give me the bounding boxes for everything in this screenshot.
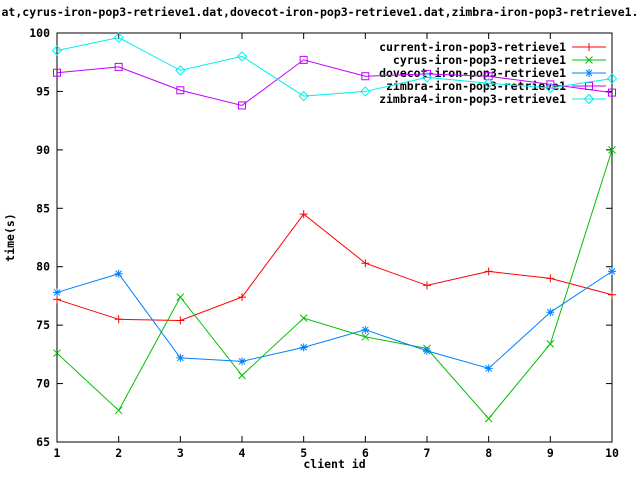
diamond-marker-icon	[175, 65, 186, 76]
plus-marker-icon	[238, 293, 246, 302]
cross-marker-icon	[608, 146, 616, 154]
series-line	[56, 59, 613, 106]
series-line	[56, 37, 613, 97]
x-tick-label: 3	[177, 446, 184, 460]
cross-marker-icon	[176, 293, 185, 301]
cross-marker-icon	[546, 339, 555, 348]
square-marker-icon	[608, 88, 616, 97]
asterisk-marker-icon	[299, 343, 308, 352]
cross-marker-icon	[299, 314, 308, 322]
diamond-marker-icon	[51, 45, 63, 56]
plus-marker-icon	[299, 210, 308, 219]
cross-marker-icon	[361, 332, 370, 341]
diamond-marker-icon	[483, 78, 494, 89]
asterisk-marker-icon	[238, 357, 246, 366]
cross-marker-icon	[114, 406, 123, 415]
series-line	[56, 270, 613, 369]
series-line	[56, 213, 613, 321]
asterisk-marker-icon	[423, 346, 431, 355]
asterisk-marker-icon	[546, 308, 555, 317]
asterisk-marker-icon	[361, 325, 370, 334]
square-marker-icon	[238, 101, 246, 110]
series-current-iron-pop3-retrieve1	[53, 210, 616, 325]
legend-label: current-iron-pop3-retrieve1	[379, 40, 566, 54]
y-tick-label: 90	[36, 143, 50, 157]
square-marker-icon	[299, 55, 308, 64]
series-cyrus-iron-pop3-retrieve1	[53, 146, 616, 423]
diamond-marker-icon	[421, 72, 433, 83]
square-marker-icon	[176, 86, 185, 95]
plus-marker-icon	[608, 290, 616, 299]
legend-entry-cyrus-iron-pop3-retrieve1: cyrus-iron-pop3-retrieve1	[393, 53, 606, 67]
cross-marker-icon	[53, 349, 61, 358]
square-marker-icon	[114, 62, 123, 71]
plus-marker-icon	[585, 43, 593, 51]
diamond-marker-icon	[360, 86, 371, 97]
plus-marker-icon	[176, 316, 185, 325]
y-tick-label: 70	[36, 377, 50, 391]
y-tick-label: 65	[36, 435, 50, 449]
plus-marker-icon	[361, 259, 370, 268]
x-axis-label: client id	[303, 457, 365, 471]
diamond-marker-icon	[545, 82, 556, 94]
legend: current-iron-pop3-retrieve1cyrus-iron-po…	[379, 40, 606, 106]
asterisk-marker-icon	[114, 269, 123, 278]
plus-marker-icon	[114, 315, 123, 324]
legend-entry-zimbra-iron-pop3-retrieve1: zimbra-iron-pop3-retrieve1	[386, 79, 606, 93]
legend-entry-dovecot-iron-pop3-retrieve1: dovecot-iron-pop3-retrieve1	[379, 66, 606, 80]
asterisk-marker-icon	[53, 288, 61, 297]
x-tick-label: 7	[424, 446, 431, 460]
x-tick-label: 10	[605, 446, 619, 460]
square-marker-icon	[484, 72, 493, 81]
legend-label: zimbra4-iron-pop3-retrieve1	[379, 92, 566, 106]
cross-marker-icon	[484, 414, 493, 423]
asterisk-marker-icon	[176, 353, 185, 362]
y-tick-label: 95	[36, 84, 50, 98]
chart-title: at,cyrus-iron-pop3-retrieve1.dat,dovecot…	[2, 5, 639, 19]
x-tick-label: 8	[485, 446, 492, 460]
plus-marker-icon	[53, 295, 61, 304]
asterisk-marker-icon	[585, 69, 593, 77]
cross-marker-icon	[585, 56, 593, 64]
diamond-marker-icon	[583, 93, 595, 105]
diamond-marker-icon	[113, 32, 124, 43]
diamond-marker-icon	[298, 90, 309, 102]
y-tick-label: 80	[36, 260, 50, 274]
diamond-marker-icon	[606, 73, 618, 84]
legend-entry-zimbra4-iron-pop3-retrieve1: zimbra4-iron-pop3-retrieve1	[379, 92, 606, 106]
legend-entry-current-iron-pop3-retrieve1: current-iron-pop3-retrieve1	[379, 40, 606, 54]
x-tick-label: 4	[239, 446, 246, 460]
legend-label: cyrus-iron-pop3-retrieve1	[393, 53, 566, 67]
x-tick-label: 5	[300, 446, 307, 460]
cross-marker-icon	[238, 371, 246, 380]
plus-marker-icon	[546, 274, 555, 283]
x-tick-label: 6	[362, 446, 369, 460]
y-axis-label: time(s)	[3, 213, 17, 261]
asterisk-marker-icon	[608, 267, 616, 276]
x-tick-label: 9	[547, 446, 554, 460]
y-tick-label: 100	[29, 26, 50, 40]
plus-marker-icon	[484, 267, 493, 276]
series-dovecot-iron-pop3-retrieve1	[53, 267, 616, 373]
series-zimbra4-iron-pop3-retrieve1	[51, 32, 618, 102]
square-marker-icon	[361, 72, 370, 81]
legend-label: zimbra-iron-pop3-retrieve1	[386, 79, 566, 93]
x-tick-label: 1	[54, 446, 61, 460]
x-tick-label: 2	[115, 446, 122, 460]
y-tick-label: 75	[36, 318, 50, 332]
diamond-marker-icon	[236, 51, 248, 62]
asterisk-marker-icon	[484, 364, 493, 373]
legend-label: dovecot-iron-pop3-retrieve1	[379, 66, 566, 80]
series-line	[56, 149, 613, 420]
plot-border	[56, 32, 613, 443]
plus-marker-icon	[423, 281, 431, 290]
y-tick-label: 85	[36, 201, 50, 215]
square-marker-icon	[53, 68, 61, 77]
